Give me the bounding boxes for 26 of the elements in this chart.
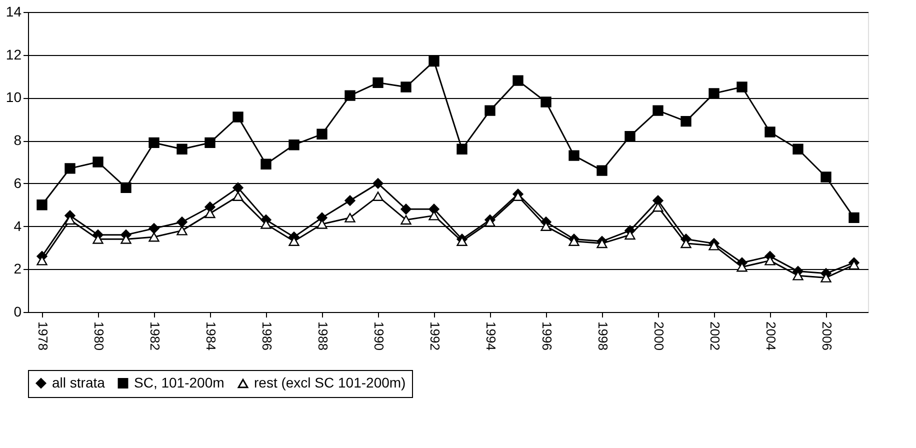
x-tick-label: 2000 xyxy=(652,322,666,350)
y-tick-label: 6 xyxy=(14,174,22,191)
x-tick-label: 1988 xyxy=(316,322,330,350)
legend-label: SC, 101-200m xyxy=(134,374,224,390)
y-tick-label: 10 xyxy=(6,89,22,106)
x-tick-label: 1982 xyxy=(148,322,162,350)
x-tick-label: 1998 xyxy=(596,322,610,350)
x-tick-label: 2004 xyxy=(764,322,778,350)
y-tick-label: 2 xyxy=(14,260,22,277)
x-tick-label: 1980 xyxy=(92,322,106,350)
x-tick-label: 1986 xyxy=(260,322,274,350)
x-tick-label: 2002 xyxy=(708,322,722,350)
x-tick-label: 1990 xyxy=(372,322,386,350)
legend-label: all strata xyxy=(52,374,106,390)
y-tick-label: 8 xyxy=(14,132,22,148)
legend-label: rest (excl SC 101-200m) xyxy=(254,374,406,390)
x-tick-label: 1984 xyxy=(204,322,218,350)
x-tick-label: 1994 xyxy=(484,322,498,350)
x-tick-label: 1996 xyxy=(540,322,554,350)
x-tick-label: 1978 xyxy=(36,322,50,350)
y-tick-label: 12 xyxy=(6,46,22,62)
y-tick-label: 0 xyxy=(14,304,22,320)
x-tick-label: 2006 xyxy=(820,322,834,350)
y-tick-label: 14 xyxy=(6,4,22,20)
x-tick-label: 1992 xyxy=(428,322,442,350)
y-tick-label: 4 xyxy=(14,218,22,234)
